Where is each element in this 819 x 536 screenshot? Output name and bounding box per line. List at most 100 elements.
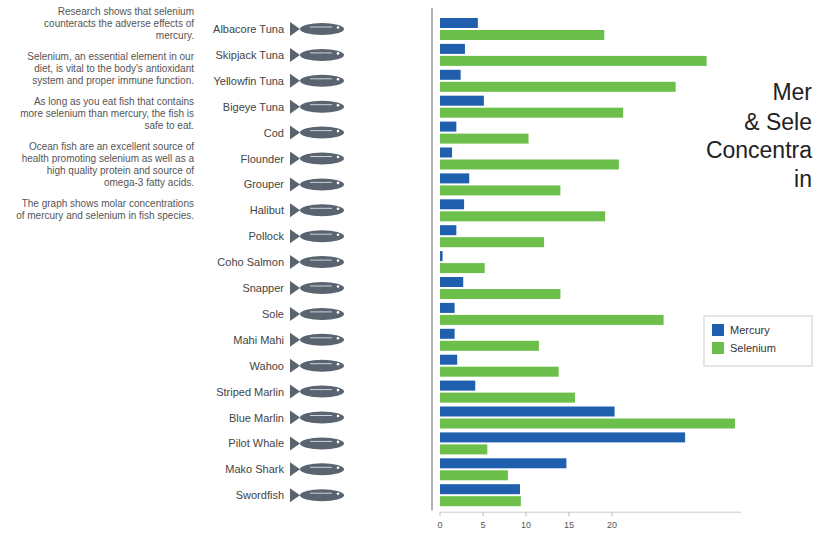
bar — [440, 484, 520, 494]
fish-stripe — [310, 441, 332, 442]
fish-icon — [290, 203, 344, 217]
fish-tail — [290, 48, 300, 62]
note-paragraph: The graph shows molar concentrations of … — [14, 198, 194, 222]
fish-eye — [337, 363, 340, 366]
x-axis-line — [440, 512, 741, 513]
category-label: Striped Marlin — [216, 386, 284, 398]
legend-label: Mercury — [730, 324, 770, 336]
bar — [440, 82, 676, 92]
fish-icon — [290, 462, 344, 476]
fish-eye — [337, 492, 340, 495]
x-tick — [612, 512, 613, 516]
title-line: in — [794, 166, 812, 192]
legend-swatch — [712, 324, 724, 336]
fish-body — [300, 282, 344, 294]
bar — [440, 315, 664, 325]
fish-icon — [290, 152, 344, 166]
bar — [440, 173, 469, 183]
category-label: Wahoo — [250, 360, 284, 372]
x-tick — [483, 512, 484, 516]
fish-icon — [290, 22, 344, 36]
fish-stripe — [310, 27, 332, 28]
category-label: Halibut — [250, 204, 284, 216]
fish-body — [300, 49, 344, 61]
fish-icon — [290, 333, 344, 347]
fish-icon — [290, 281, 344, 295]
x-tick — [440, 512, 441, 516]
fish-tail — [290, 255, 300, 269]
bar — [440, 329, 455, 339]
fish-eye — [337, 156, 340, 159]
fish-tail — [290, 22, 300, 36]
fish-body — [300, 308, 344, 320]
bar — [440, 134, 529, 144]
category-label: Skipjack Tuna — [216, 49, 285, 61]
fish-stripe — [310, 130, 332, 131]
fish-stripe — [310, 337, 332, 338]
category-label: Pollock — [249, 230, 285, 242]
fish-tail — [290, 436, 300, 450]
fish-eye — [337, 441, 340, 444]
bar — [440, 225, 456, 235]
fish-tail — [290, 385, 300, 399]
fish-body — [300, 437, 344, 449]
bars — [440, 18, 735, 506]
fish-icon — [290, 74, 344, 88]
bar — [440, 432, 685, 442]
fish-stripe — [310, 78, 332, 79]
category-label: Flounder — [241, 153, 285, 165]
bar — [440, 341, 539, 351]
fish-tail — [290, 462, 300, 476]
bar — [440, 160, 619, 170]
note-paragraph: Research shows that selenium counteracts… — [14, 6, 194, 42]
x-tick-label: 15 — [564, 520, 574, 530]
bar — [440, 393, 575, 403]
fish-stripe — [310, 52, 332, 53]
bar — [440, 355, 457, 365]
bar — [440, 44, 465, 54]
bar — [440, 18, 478, 28]
bar — [440, 211, 605, 221]
fish-icon — [290, 177, 344, 191]
x-tick-label: 0 — [437, 520, 442, 530]
fish-body — [300, 334, 344, 346]
fish-tail — [290, 359, 300, 373]
fish-icon — [290, 359, 344, 373]
fish-tail — [290, 229, 300, 243]
bar — [440, 96, 484, 106]
category-label: Bigeye Tuna — [223, 101, 285, 113]
fish-icon — [290, 48, 344, 62]
fish-eye — [337, 467, 340, 470]
title-line: & Sele — [744, 109, 812, 135]
bar — [440, 277, 463, 287]
fish-stripe — [310, 104, 332, 105]
category-label: Cod — [264, 127, 284, 139]
fish-body — [300, 204, 344, 216]
bar — [440, 470, 508, 480]
fish-tail — [290, 488, 300, 502]
bar — [440, 108, 623, 118]
fish-icon — [290, 255, 344, 269]
fish-eye — [337, 78, 340, 81]
fish-body — [300, 360, 344, 372]
category-label: Coho Salmon — [217, 256, 284, 268]
fish-body — [300, 127, 344, 139]
fish-body — [300, 101, 344, 113]
bar — [440, 496, 521, 506]
fish-eye — [337, 259, 340, 262]
fish-icon — [290, 229, 344, 243]
fish-stripe — [310, 260, 332, 261]
x-tick-label: 10 — [521, 520, 531, 530]
x-tick — [569, 512, 570, 516]
category-label: Mahi Mahi — [233, 334, 284, 346]
x-tick-label: 20 — [607, 520, 617, 530]
fish-body — [300, 75, 344, 87]
note-paragraph: Ocean fish are an excellent source of he… — [14, 141, 194, 189]
bar — [440, 237, 544, 247]
fish-eye — [337, 208, 340, 211]
category-label: Snapper — [242, 282, 284, 294]
legend-label: Selenium — [730, 342, 776, 354]
fish-body — [300, 386, 344, 398]
fish-stripe — [310, 234, 332, 235]
legend-swatch — [712, 342, 724, 354]
